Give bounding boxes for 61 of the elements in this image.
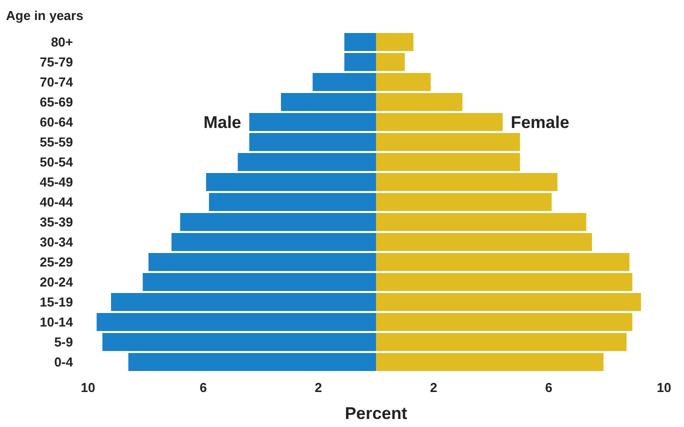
series-label: Female bbox=[510, 112, 570, 132]
bar bbox=[376, 73, 431, 91]
y-tick-label: 0-4 bbox=[54, 354, 74, 370]
bar bbox=[376, 193, 552, 211]
y-tick-label: 55-59 bbox=[40, 134, 73, 150]
x-axis-title: Percent bbox=[344, 404, 408, 423]
y-tick-label: 75-79 bbox=[40, 54, 73, 70]
bar bbox=[344, 53, 376, 71]
bar bbox=[148, 253, 376, 271]
bar bbox=[142, 273, 376, 291]
bar bbox=[376, 233, 592, 251]
bar bbox=[249, 133, 376, 151]
bar bbox=[376, 293, 641, 311]
y-tick-label: 65-69 bbox=[40, 94, 73, 110]
bar bbox=[238, 153, 376, 171]
bar bbox=[376, 53, 405, 71]
bar bbox=[376, 213, 586, 231]
bar bbox=[376, 173, 558, 191]
y-tick-label: 20-24 bbox=[40, 274, 74, 290]
bar bbox=[249, 113, 376, 131]
y-tick-label: 35-39 bbox=[40, 214, 73, 230]
bar bbox=[206, 173, 376, 191]
y-tick-label: 5-9 bbox=[54, 334, 73, 350]
y-tick-label: 30-34 bbox=[40, 234, 74, 250]
bar bbox=[376, 133, 520, 151]
bar bbox=[102, 333, 376, 351]
y-tick-label: 15-19 bbox=[40, 294, 73, 310]
series-label: Male bbox=[203, 112, 242, 132]
bar bbox=[376, 353, 604, 371]
y-tick-label: 25-29 bbox=[40, 254, 73, 270]
y-tick-label: 45-49 bbox=[40, 174, 73, 190]
bar bbox=[111, 293, 376, 311]
x-tick-label: 6 bbox=[200, 380, 207, 395]
y-tick-label: 10-14 bbox=[40, 314, 74, 330]
y-tick-label: 50-54 bbox=[40, 154, 74, 170]
x-tick-label: 6 bbox=[545, 380, 552, 395]
x-tick-label: 10 bbox=[80, 380, 96, 395]
bar bbox=[376, 313, 632, 331]
bar bbox=[376, 153, 520, 171]
bar bbox=[376, 333, 627, 351]
bar bbox=[128, 353, 376, 371]
bar bbox=[180, 213, 376, 231]
bar bbox=[376, 93, 462, 111]
x-tick-label: 10 bbox=[656, 380, 672, 395]
bar bbox=[96, 313, 376, 331]
y-tick-label: 40-44 bbox=[40, 194, 74, 210]
y-tick-label: 80+ bbox=[50, 34, 74, 50]
bar bbox=[376, 113, 503, 131]
bar bbox=[172, 233, 376, 251]
y-axis-title: Age in years bbox=[6, 8, 84, 23]
x-tick-label: 2 bbox=[314, 380, 322, 395]
y-tick-label: 70-74 bbox=[40, 74, 74, 90]
bar bbox=[312, 73, 376, 91]
bar bbox=[344, 33, 376, 51]
bar bbox=[208, 193, 376, 211]
bar bbox=[376, 253, 630, 271]
y-tick-label: 60-64 bbox=[40, 114, 74, 130]
x-tick-label: 2 bbox=[430, 380, 438, 395]
bar bbox=[376, 33, 414, 51]
bar bbox=[280, 93, 376, 111]
bar bbox=[376, 273, 632, 291]
